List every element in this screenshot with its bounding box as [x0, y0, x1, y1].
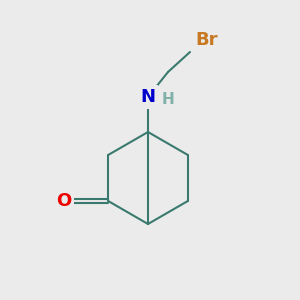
Text: H: H [162, 92, 174, 107]
Text: O: O [56, 192, 72, 210]
Text: Br: Br [196, 31, 218, 49]
Text: N: N [140, 88, 155, 106]
